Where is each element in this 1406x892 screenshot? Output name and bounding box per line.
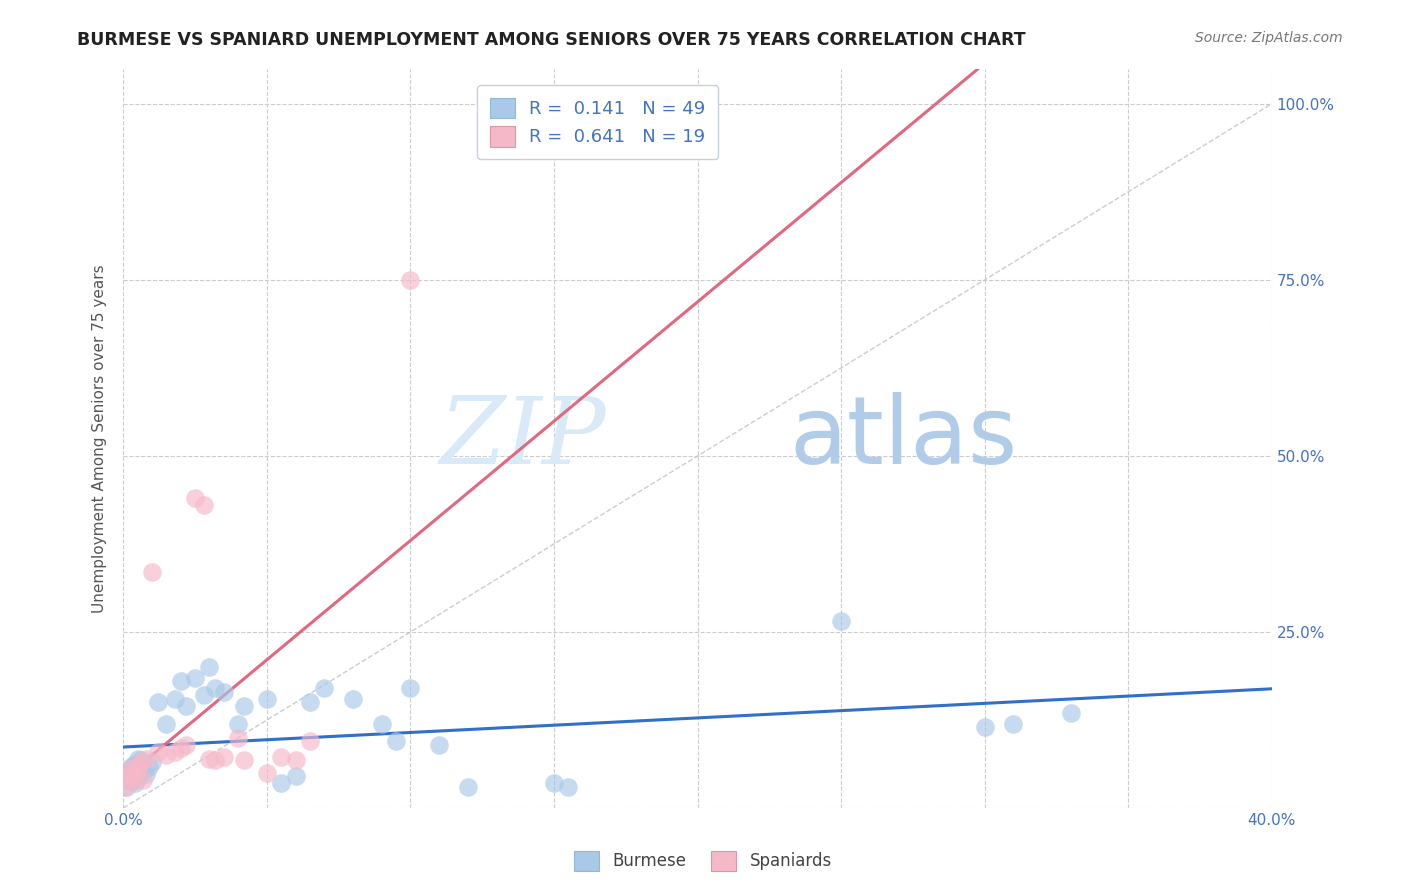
Point	[256, 692, 278, 706]
Point	[399, 273, 422, 287]
Point	[232, 753, 254, 767]
Point	[184, 671, 207, 685]
Text: Source: ZipAtlas.com: Source: ZipAtlas.com	[1195, 31, 1343, 45]
Point	[399, 681, 422, 696]
Point	[121, 774, 143, 789]
Point	[543, 776, 565, 790]
Text: ZIP: ZIP	[439, 393, 606, 483]
Point	[129, 756, 152, 770]
Point	[146, 695, 169, 709]
Point	[1002, 716, 1025, 731]
Point	[124, 757, 146, 772]
Point	[973, 720, 995, 734]
Point	[124, 769, 146, 783]
Point	[198, 752, 221, 766]
Point	[121, 765, 143, 780]
Point	[270, 750, 292, 764]
Point	[141, 565, 163, 579]
Point	[163, 692, 186, 706]
Point	[127, 759, 149, 773]
Point	[232, 698, 254, 713]
Point	[314, 681, 336, 696]
Point	[830, 615, 852, 629]
Point	[129, 753, 152, 767]
Point	[256, 765, 278, 780]
Point	[132, 772, 155, 787]
Point	[121, 767, 143, 781]
Point	[270, 776, 292, 790]
Point	[298, 734, 321, 748]
Point	[118, 765, 141, 780]
Point	[129, 762, 152, 776]
Point	[146, 745, 169, 759]
Point	[115, 772, 138, 786]
Point	[118, 762, 141, 776]
Point	[427, 738, 450, 752]
Point	[127, 762, 149, 776]
Point	[204, 753, 226, 767]
Point	[371, 716, 394, 731]
Point	[284, 753, 307, 767]
Point	[155, 748, 177, 763]
Point	[127, 765, 149, 780]
Point	[457, 780, 479, 794]
Point	[118, 772, 141, 787]
Point	[141, 756, 163, 770]
Point	[132, 764, 155, 779]
Point	[557, 780, 579, 794]
Y-axis label: Unemployment Among Seniors over 75 years: Unemployment Among Seniors over 75 years	[93, 264, 107, 613]
Point	[138, 760, 160, 774]
Point	[135, 767, 157, 781]
Point	[118, 769, 141, 783]
Point	[124, 776, 146, 790]
Text: BURMESE VS SPANIARD UNEMPLOYMENT AMONG SENIORS OVER 75 YEARS CORRELATION CHART: BURMESE VS SPANIARD UNEMPLOYMENT AMONG S…	[77, 31, 1026, 49]
Point	[198, 660, 221, 674]
Point	[204, 681, 226, 696]
Point	[184, 491, 207, 505]
Point	[124, 767, 146, 781]
Point	[115, 780, 138, 794]
Point	[284, 769, 307, 783]
Point	[170, 674, 193, 689]
Point	[226, 731, 249, 745]
Point	[170, 741, 193, 756]
Point	[121, 759, 143, 773]
Point	[135, 752, 157, 766]
Point	[127, 752, 149, 766]
Legend: R =  0.141   N = 49, R =  0.641   N = 19: R = 0.141 N = 49, R = 0.641 N = 19	[477, 85, 718, 159]
Point	[385, 734, 408, 748]
Point	[115, 780, 138, 794]
Point	[212, 685, 235, 699]
Point	[176, 698, 198, 713]
Point	[212, 750, 235, 764]
Point	[121, 774, 143, 789]
Point	[115, 769, 138, 783]
Point	[1060, 706, 1083, 720]
Point	[127, 772, 149, 786]
Point	[193, 689, 215, 703]
Legend: Burmese, Spaniards: Burmese, Spaniards	[565, 842, 841, 880]
Point	[226, 716, 249, 731]
Point	[163, 745, 186, 759]
Point	[176, 738, 198, 752]
Point	[193, 498, 215, 512]
Point	[118, 762, 141, 776]
Point	[342, 692, 364, 706]
Text: atlas: atlas	[790, 392, 1018, 484]
Point	[298, 695, 321, 709]
Point	[155, 716, 177, 731]
